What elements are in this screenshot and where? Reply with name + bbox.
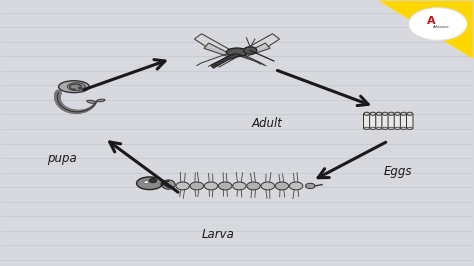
Circle shape — [78, 87, 82, 89]
Ellipse shape — [275, 182, 289, 190]
Ellipse shape — [364, 112, 370, 115]
Polygon shape — [204, 43, 232, 56]
Ellipse shape — [162, 180, 175, 189]
FancyBboxPatch shape — [364, 114, 370, 129]
Ellipse shape — [233, 182, 246, 190]
Circle shape — [144, 181, 149, 184]
Polygon shape — [239, 34, 280, 55]
Polygon shape — [211, 54, 242, 68]
Ellipse shape — [137, 177, 163, 190]
Ellipse shape — [204, 182, 218, 190]
Circle shape — [149, 178, 156, 183]
Polygon shape — [242, 43, 270, 56]
Ellipse shape — [190, 182, 203, 190]
Ellipse shape — [364, 127, 370, 130]
Ellipse shape — [376, 112, 382, 115]
FancyBboxPatch shape — [382, 114, 388, 129]
Text: Advance: Advance — [433, 25, 449, 29]
Ellipse shape — [227, 48, 247, 57]
Circle shape — [244, 47, 257, 54]
Ellipse shape — [389, 112, 394, 115]
Ellipse shape — [219, 182, 232, 190]
Ellipse shape — [395, 112, 400, 115]
Text: Larva: Larva — [201, 228, 235, 241]
FancyBboxPatch shape — [407, 114, 413, 129]
Text: A: A — [428, 15, 436, 26]
Ellipse shape — [370, 127, 375, 130]
Ellipse shape — [247, 182, 260, 190]
FancyBboxPatch shape — [376, 114, 382, 129]
FancyBboxPatch shape — [394, 114, 401, 129]
Ellipse shape — [370, 112, 375, 115]
Ellipse shape — [407, 112, 412, 115]
Ellipse shape — [407, 127, 412, 130]
Ellipse shape — [383, 127, 388, 130]
Ellipse shape — [289, 182, 303, 190]
Polygon shape — [379, 1, 474, 59]
Ellipse shape — [401, 127, 406, 130]
Ellipse shape — [306, 183, 315, 189]
Ellipse shape — [261, 182, 274, 190]
Ellipse shape — [67, 83, 85, 91]
Text: Eggs: Eggs — [383, 165, 412, 178]
Ellipse shape — [97, 99, 105, 102]
FancyBboxPatch shape — [370, 114, 376, 129]
FancyBboxPatch shape — [388, 114, 394, 129]
Ellipse shape — [176, 182, 190, 190]
Ellipse shape — [376, 127, 382, 130]
Circle shape — [409, 7, 467, 40]
Text: Adult: Adult — [251, 117, 282, 130]
Ellipse shape — [389, 127, 394, 130]
Polygon shape — [194, 34, 235, 55]
Text: pupa: pupa — [47, 152, 77, 165]
Ellipse shape — [383, 112, 388, 115]
Ellipse shape — [87, 100, 96, 103]
Ellipse shape — [395, 127, 400, 130]
Ellipse shape — [59, 81, 89, 93]
Ellipse shape — [401, 112, 406, 115]
FancyBboxPatch shape — [401, 114, 407, 129]
